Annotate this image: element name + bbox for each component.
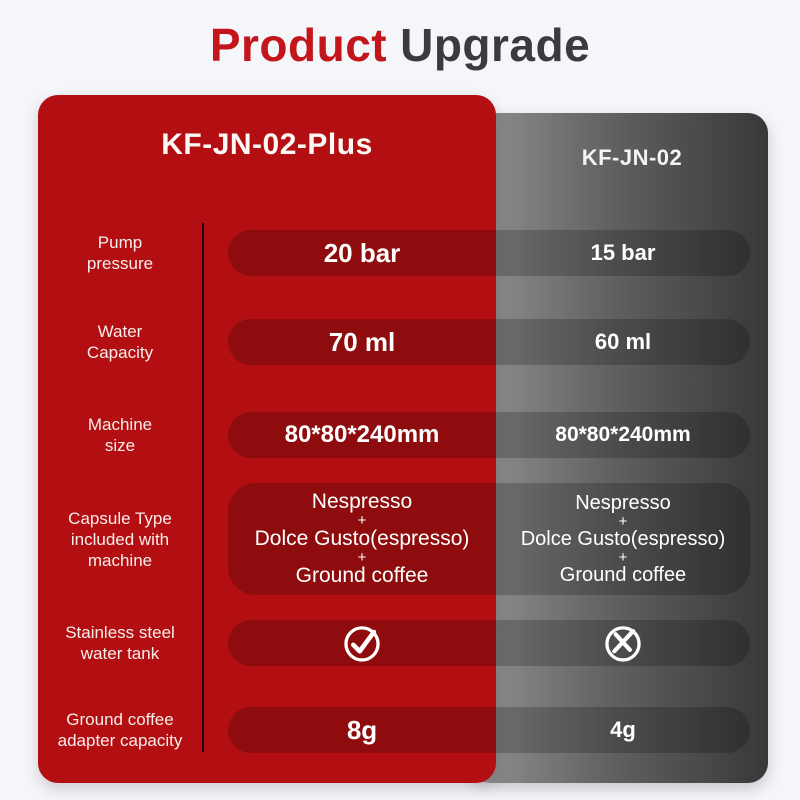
adapter-capacity-left-value: 8g [346, 714, 378, 745]
row-water-capacity: 70 ml 60 ml [228, 319, 750, 365]
capsule-type-left-value: Nespresso + Dolce Gusto(espresso) + Grou… [228, 483, 496, 595]
capsule-right-line-3: Ground coffee [559, 563, 687, 586]
capsule-right-line-1: Nespresso [575, 491, 671, 514]
water-tank-right-value [496, 620, 750, 666]
row-adapter-capacity: 8g 4g [228, 707, 750, 753]
machine-size-right-value: 80*80*240mm [555, 423, 691, 446]
capsule-right-line-2: Dolce Gusto(espresso) [520, 527, 726, 550]
capsule-left-line-3: Ground coffee [295, 564, 429, 587]
row-machine-size: 80*80*240mm 80*80*240mm [228, 412, 750, 458]
row-label-water-capacity: Water Capacity [86, 322, 154, 362]
capsule-left-plus-1: + [357, 512, 367, 529]
row-pump-pressure: 20 bar 15 bar [228, 230, 750, 276]
page-title: Product Upgrade [0, 14, 800, 76]
capsule-type-right-value: Nespresso + Dolce Gusto(espresso) + Grou… [496, 483, 750, 595]
capsule-right-plus-2: + [618, 548, 628, 566]
water-capacity-right-value: 60 ml [594, 329, 652, 354]
adapter-capacity-right-value: 4g [610, 717, 636, 742]
page-title-accent: Product [209, 19, 388, 71]
page-title-rest: Upgrade [400, 19, 591, 71]
row-label-pump-pressure: Pump pressure [86, 233, 154, 273]
pump-pressure-left-value: 20 bar [323, 237, 401, 268]
water-tank-left-value [228, 620, 496, 666]
row-water-tank [228, 620, 750, 666]
right-product-panel [470, 113, 768, 783]
capsule-left-plus-2: + [357, 549, 367, 566]
pump-pressure-right-value: 15 bar [590, 240, 656, 265]
row-label-machine-size: Machine size [87, 415, 153, 455]
water-capacity-left-value: 70 ml [328, 326, 396, 357]
row-label-capsule-type: Capsule Type included with machine [68, 508, 172, 570]
row-label-adapter-capacity: Ground coffee adapter capacity [57, 710, 183, 750]
row-label-water-tank: Stainless steel water tank [65, 623, 175, 663]
left-product-panel [38, 95, 496, 783]
machine-size-left-value: 80*80*240mm [284, 421, 440, 448]
capsule-left-line-2: Dolce Gusto(espresso) [254, 527, 470, 550]
right-product-name: KF-JN-02 [581, 145, 683, 170]
cross-circle-icon [601, 621, 645, 665]
left-product-name: KF-JN-02-Plus [161, 128, 373, 161]
row-capsule-type: Nespresso + Dolce Gusto(espresso) + Grou… [228, 483, 750, 595]
capsule-right-plus-1: + [618, 512, 628, 530]
check-circle-icon [340, 621, 384, 665]
capsule-left-line-1: Nespresso [311, 490, 413, 513]
label-value-divider [202, 223, 204, 752]
